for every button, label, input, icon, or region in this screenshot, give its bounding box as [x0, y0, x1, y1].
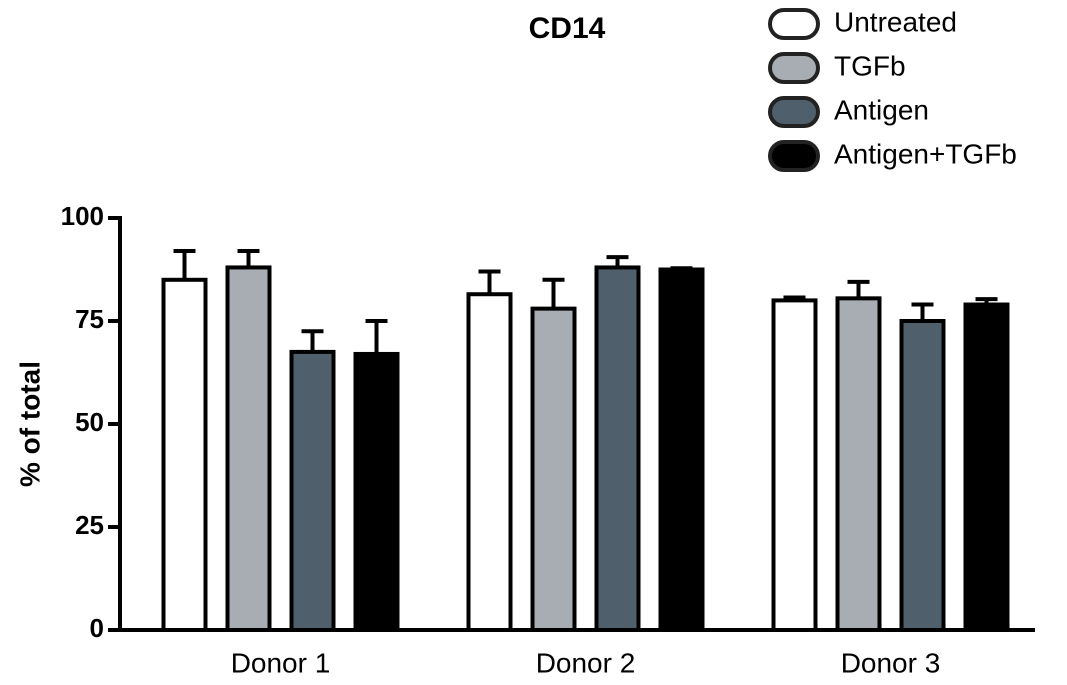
y-tick-label: 50: [75, 407, 104, 437]
legend-swatch: [768, 8, 820, 40]
bar: [658, 267, 705, 632]
y-tick-label: 75: [75, 304, 104, 334]
bar: [594, 265, 641, 632]
legend-label: Untreated: [834, 6, 957, 37]
bar: [289, 349, 336, 632]
bar: [466, 292, 513, 632]
bar: [225, 265, 272, 632]
legend-swatch: [768, 52, 820, 84]
y-tick-label: 0: [90, 613, 104, 643]
chart-title: CD14: [529, 12, 606, 45]
bar: [835, 296, 882, 632]
y-tick-label: 100: [61, 201, 104, 231]
legend-label: TGFb: [834, 50, 906, 81]
bar: [530, 306, 577, 632]
legend-label: Antigen+TGFb: [834, 138, 1017, 169]
bar: [899, 319, 946, 632]
bar: [161, 277, 208, 632]
legend-label: Antigen: [834, 94, 929, 125]
x-tick-label: Donor 2: [536, 647, 636, 678]
legend-swatch: [768, 96, 820, 128]
x-tick-label: Donor 1: [231, 647, 331, 678]
x-tick-label: Donor 3: [841, 647, 941, 678]
bar: [963, 302, 1010, 632]
bar: [353, 351, 400, 632]
legend-swatch: [768, 140, 820, 172]
bar: [771, 298, 818, 632]
y-axis-label: % of total: [14, 361, 45, 487]
y-tick-label: 25: [75, 510, 104, 540]
